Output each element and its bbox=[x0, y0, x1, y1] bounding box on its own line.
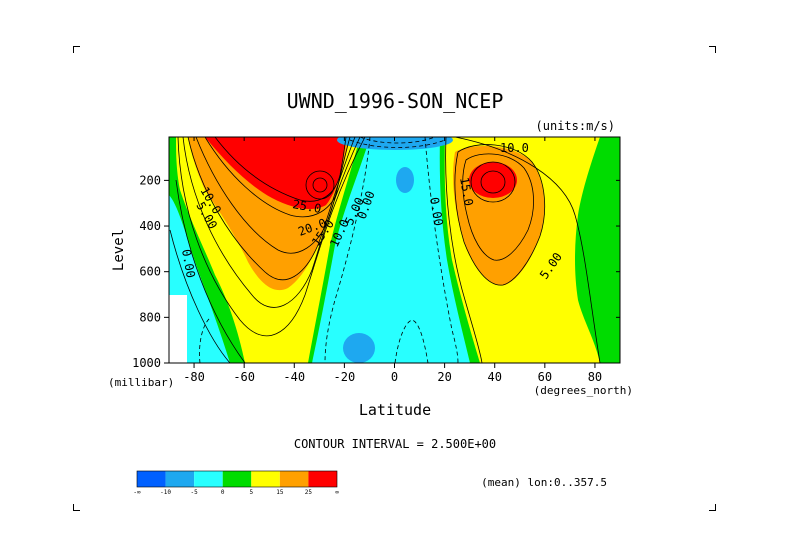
y-tick-label: 600 bbox=[139, 265, 161, 279]
x-tick-label: 60 bbox=[538, 370, 552, 384]
y-axis-title: Level bbox=[111, 229, 127, 271]
x-axis-title: Latitude bbox=[359, 401, 431, 419]
colorbar-label: -10 bbox=[160, 489, 171, 496]
colorbar-label: ∞ bbox=[335, 489, 339, 496]
y-tick-label: 400 bbox=[139, 219, 161, 233]
colorbar: -∞ -10 -5 0 5 15 25 ∞ bbox=[133, 470, 339, 496]
contour-label: 10.0 bbox=[500, 141, 529, 155]
x-tick-label: -20 bbox=[334, 370, 356, 384]
contour-label: 0.00 bbox=[427, 196, 446, 227]
x-tick-label: -80 bbox=[183, 370, 205, 384]
fill-missing-data bbox=[169, 295, 187, 363]
fill-north-red bbox=[469, 162, 517, 198]
y-axis: 200 400 600 800 1000 bbox=[132, 173, 620, 370]
x-tick-label: -40 bbox=[283, 370, 305, 384]
colorbar-frame bbox=[136, 470, 338, 488]
crop-mark-bottom-left bbox=[73, 504, 80, 511]
colorbar-swatch bbox=[279, 471, 309, 487]
colorbar-swatch bbox=[194, 471, 223, 487]
x-tick-label: 40 bbox=[487, 370, 501, 384]
colorbar-label: -5 bbox=[191, 489, 199, 496]
x-tick-label: 0 bbox=[391, 370, 398, 384]
contour-lines bbox=[169, 137, 601, 363]
x-tick-label: -60 bbox=[233, 370, 255, 384]
colorbar-swatch bbox=[165, 471, 195, 487]
x-axis: -80 -60 -40 -20 0 20 40 60 80 bbox=[183, 137, 602, 384]
crop-mark-top-right bbox=[709, 46, 716, 53]
colorbar-label: 25 bbox=[305, 489, 313, 496]
units-label: (units:m/s) bbox=[536, 119, 615, 133]
filled-contours bbox=[169, 137, 620, 363]
contour-label: 15.0 bbox=[457, 176, 476, 207]
x-tick-label: 80 bbox=[588, 370, 602, 384]
y-tick-label: 1000 bbox=[132, 356, 161, 370]
fill-east-blue-2 bbox=[343, 333, 375, 363]
y-tick-label: 200 bbox=[139, 173, 161, 187]
fill-south-red bbox=[205, 137, 346, 210]
colorbar-swatch bbox=[308, 471, 337, 487]
y-tick-label: 800 bbox=[139, 310, 161, 324]
fill-east-blue-1 bbox=[396, 167, 414, 193]
colorbar-label: 5 bbox=[249, 489, 253, 496]
contour-label: 25.0 bbox=[291, 197, 322, 216]
crop-mark-top-left bbox=[73, 46, 80, 53]
negative-contour-lines bbox=[199, 137, 459, 363]
contour-interval-label: CONTOUR INTERVAL = 2.500E+00 bbox=[294, 437, 496, 451]
contour-label: 0.00 bbox=[179, 248, 198, 279]
x-tick-label: 20 bbox=[437, 370, 451, 384]
x-axis-units: (degrees_north) bbox=[534, 384, 633, 397]
colorbar-label: 15 bbox=[276, 489, 284, 496]
mean-label: (mean) lon:0..357.5 bbox=[481, 476, 607, 489]
crop-mark-bottom-right bbox=[709, 504, 716, 511]
y-axis-units: (millibar) bbox=[108, 376, 174, 389]
chart-title: UWND_1996-SON_NCEP bbox=[287, 89, 504, 113]
colorbar-swatch bbox=[137, 471, 166, 487]
colorbar-label: -∞ bbox=[133, 489, 141, 496]
colorbar-swatch bbox=[222, 471, 252, 487]
colorbar-swatch bbox=[251, 471, 280, 487]
colorbar-label: 0 bbox=[221, 489, 225, 496]
